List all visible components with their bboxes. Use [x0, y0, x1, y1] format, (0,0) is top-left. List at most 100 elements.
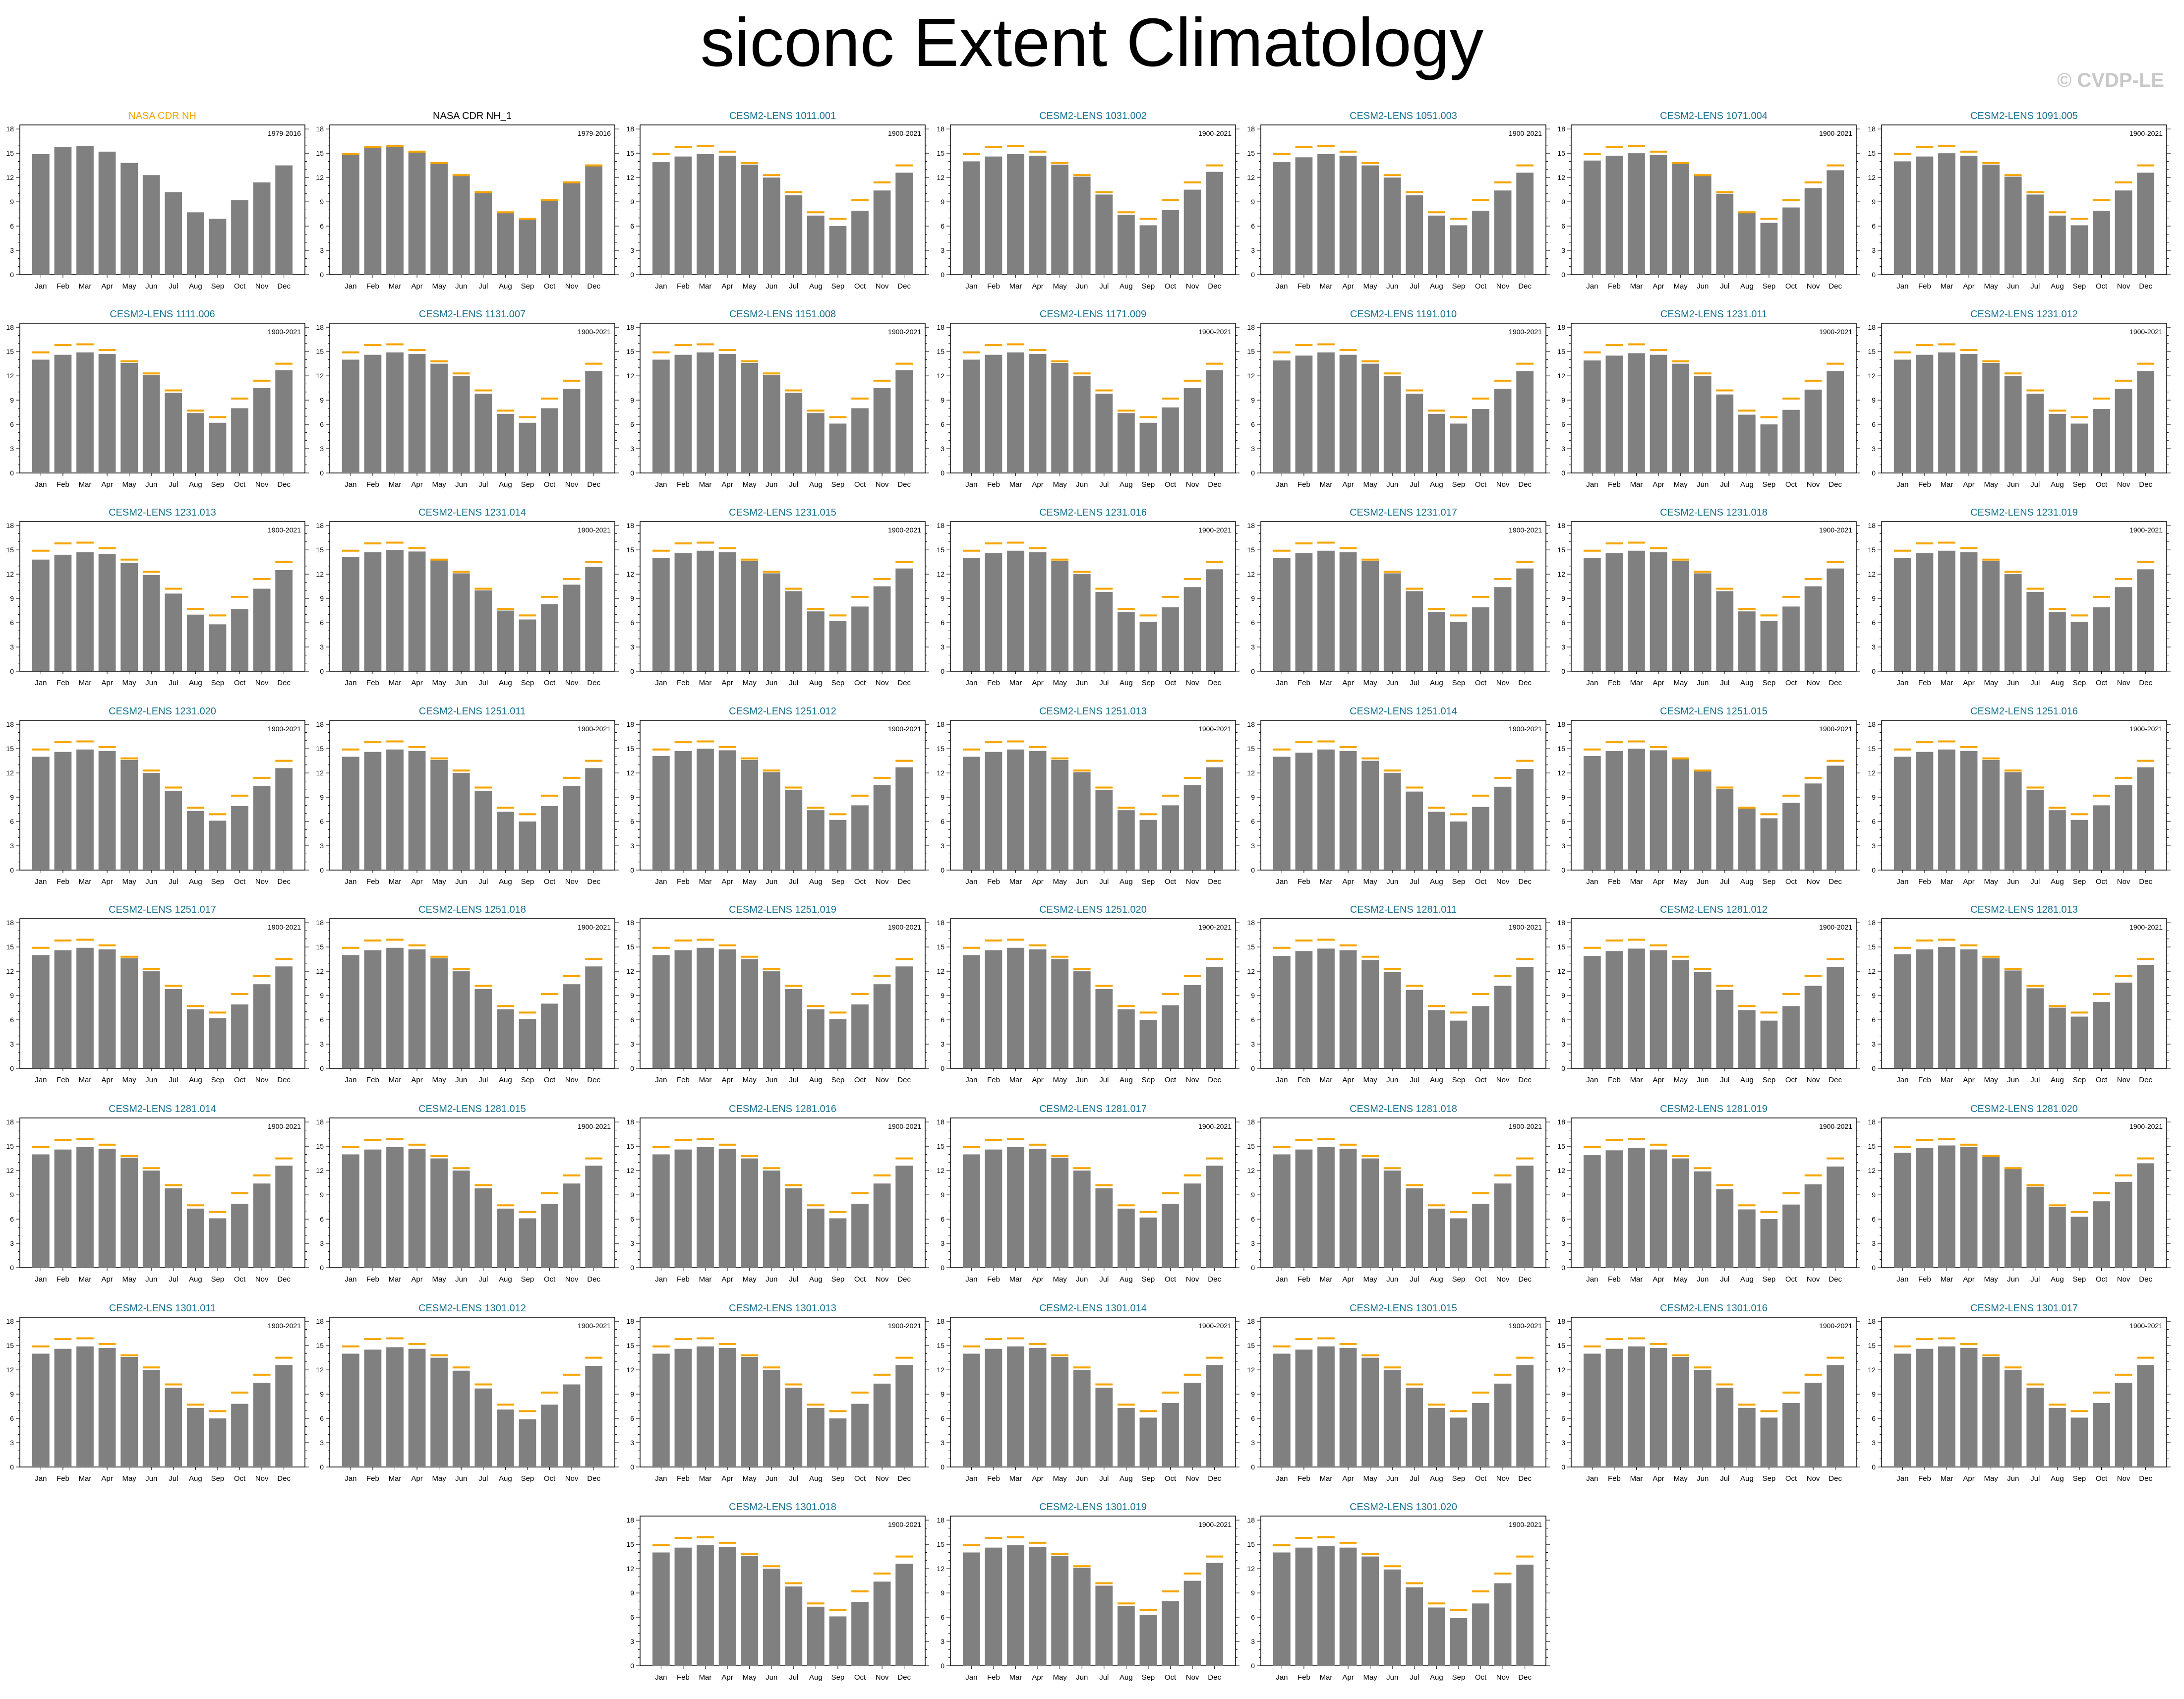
bar [1073, 1568, 1091, 1666]
x-tick-label: May [1053, 1076, 1067, 1084]
x-tick-label: Jul [1410, 679, 1419, 687]
x-tick-label: Feb [987, 480, 1000, 489]
y-tick-label: 9 [1561, 793, 1565, 801]
x-tick-label: Nov [876, 1474, 889, 1483]
bar [474, 1388, 492, 1467]
bar [1183, 189, 1201, 275]
y-tick-label: 9 [630, 1191, 634, 1199]
period-label: 1900-2021 [888, 129, 921, 137]
x-tick-label: Mar [1009, 480, 1022, 489]
plot-frame [329, 323, 615, 473]
x-tick-label: Dec [587, 679, 600, 687]
y-tick-label: 3 [941, 445, 944, 453]
x-tick-label: Jul [789, 1474, 798, 1483]
x-tick-label: Nov [1496, 1076, 1510, 1084]
bar [1073, 772, 1091, 870]
x-tick-label: Dec [897, 282, 911, 291]
bar [1916, 1148, 1934, 1268]
bar [1361, 960, 1379, 1068]
period-label: 1900-2021 [2129, 328, 2163, 336]
x-tick-label: May [1053, 679, 1067, 687]
plot-frame [1571, 1117, 1857, 1268]
x-tick-label: Aug [1430, 480, 1443, 489]
x-tick-label: Jun [1386, 878, 1398, 886]
y-tick-label: 9 [320, 594, 324, 602]
x-tick-label: Jan [655, 480, 667, 489]
y-tick-label: 15 [6, 149, 14, 157]
x-tick-label: Jul [169, 282, 178, 291]
x-tick-label: Jun [1076, 1673, 1088, 1682]
bar [1273, 757, 1291, 870]
panel: CESM2-LENS 1231.0191900-20210369121518Ja… [1868, 507, 2171, 687]
y-tick-label: 12 [316, 967, 324, 975]
bar [1051, 1555, 1069, 1666]
bar [985, 752, 1003, 870]
x-tick-label: Jul [789, 679, 798, 687]
x-tick-label: May [1984, 282, 1998, 291]
x-tick-label: Aug [809, 480, 823, 489]
x-tick-label: Feb [57, 1076, 69, 1084]
bar [1516, 568, 1534, 671]
bar [585, 371, 603, 473]
x-tick-label: Jan [655, 1474, 667, 1483]
bar [1938, 749, 1955, 870]
period-label: 1900-2021 [888, 725, 921, 733]
x-tick-label: Aug [809, 282, 823, 291]
x-tick-label: Mar [699, 282, 712, 291]
x-tick-label: Jan [345, 679, 356, 687]
panel-title: CESM2-LENS 1011.001 [729, 111, 836, 121]
y-tick-label: 3 [1561, 246, 1565, 254]
x-tick-label: May [742, 679, 757, 687]
x-tick-label: Jun [1697, 480, 1709, 489]
x-tick-label: May [432, 1474, 446, 1483]
x-tick-label: Feb [57, 878, 69, 886]
bar [496, 212, 514, 275]
x-tick-label: Oct [544, 282, 556, 291]
y-tick-label: 9 [10, 396, 14, 404]
bar [741, 760, 759, 870]
x-tick-label: Sep [211, 480, 225, 489]
x-tick-label: Feb [366, 679, 379, 687]
y-tick-label: 12 [1868, 372, 1876, 380]
x-tick-label: Sep [1452, 1275, 1466, 1284]
bar [785, 989, 803, 1068]
x-tick-label: Jan [965, 1474, 977, 1483]
bar [1339, 1547, 1357, 1666]
y-tick-label: 6 [10, 619, 14, 627]
bar [674, 950, 692, 1068]
x-tick-label: Dec [1829, 878, 1842, 886]
y-tick-label: 6 [1561, 619, 1565, 627]
y-tick-label: 18 [1868, 1317, 1876, 1325]
x-tick-label: Jul [2030, 480, 2040, 489]
y-tick-label: 3 [630, 842, 634, 850]
x-tick-label: Aug [189, 282, 202, 291]
y-tick-label: 0 [941, 667, 944, 675]
y-tick-label: 3 [1872, 842, 1876, 850]
bar [985, 354, 1003, 473]
x-tick-label: Jun [145, 1474, 157, 1483]
y-tick-label: 12 [1557, 769, 1565, 777]
x-tick-label: Feb [1298, 282, 1310, 291]
x-tick-label: Dec [277, 480, 291, 489]
x-tick-label: Nov [1496, 282, 1510, 291]
bar [231, 609, 248, 671]
x-tick-label: Mar [79, 480, 92, 489]
x-tick-label: Jan [1276, 480, 1288, 489]
y-tick-label: 9 [630, 198, 634, 206]
panel-title: CESM2-LENS 1131.007 [419, 309, 526, 320]
y-tick-label: 9 [630, 992, 634, 999]
bar [1982, 1157, 2000, 1268]
x-tick-label: Nov [255, 282, 269, 291]
x-tick-label: Mar [1941, 1474, 1953, 1483]
x-tick-label: May [432, 878, 446, 886]
bar [1073, 1370, 1091, 1467]
bar [1827, 568, 1844, 671]
y-tick-label: 0 [10, 271, 14, 279]
bar [1317, 154, 1335, 275]
period-label: 1900-2021 [1509, 328, 1542, 336]
bar [2070, 622, 2088, 671]
bar [408, 151, 426, 275]
y-tick-label: 12 [1247, 372, 1255, 380]
bar [1206, 967, 1224, 1068]
